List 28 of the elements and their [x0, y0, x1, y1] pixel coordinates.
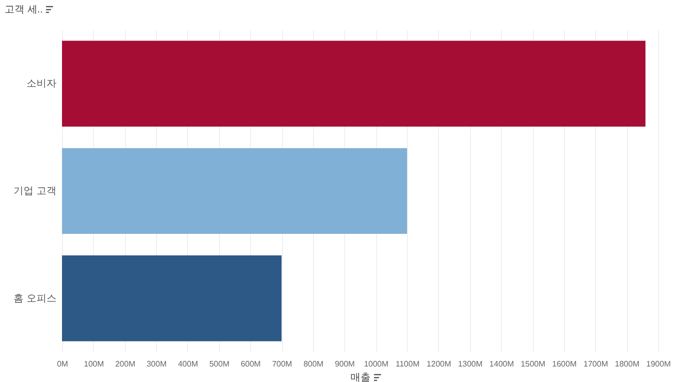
x-tick-label: 300M [146, 360, 167, 368]
x-axis-title: 매출 [350, 372, 370, 382]
y-tick-label: 홈 오피스 [14, 293, 56, 304]
x-tick-label: 1600M [552, 360, 577, 368]
x-tick-label: 1800M [614, 360, 640, 368]
x-tick-label: 1300M [458, 360, 483, 368]
x-tick-label: 1200M [426, 360, 452, 368]
bar [62, 40, 646, 127]
x-tick-label: 700M [272, 360, 292, 368]
x-tick-label: 1500M [520, 360, 546, 368]
x-tick-label: 800M [303, 360, 324, 368]
x-tick-label: 1000M [364, 360, 389, 368]
x-tick-label: 900M [334, 360, 356, 368]
x-tick-label: 0M [56, 360, 68, 368]
x-tick-label: 600M [240, 360, 262, 368]
bar [62, 148, 408, 234]
bar [62, 255, 282, 342]
x-tick-label: 100M [84, 360, 104, 368]
x-tick-label: 1400M [489, 360, 514, 368]
x-tick-label: 1900M [646, 360, 672, 368]
x-tick-label: 1700M [584, 360, 608, 368]
y-tick-label: 기업 고객 [14, 186, 56, 197]
x-tick-label: 500M [209, 360, 230, 368]
x-tick-label: 200M [115, 360, 136, 368]
y-axis-title: 고객 세.. [4, 4, 43, 16]
y-tick-label: 소비자 [26, 78, 56, 90]
x-tick-label: 1100M [396, 360, 420, 368]
x-tick-label: 400M [178, 360, 198, 368]
